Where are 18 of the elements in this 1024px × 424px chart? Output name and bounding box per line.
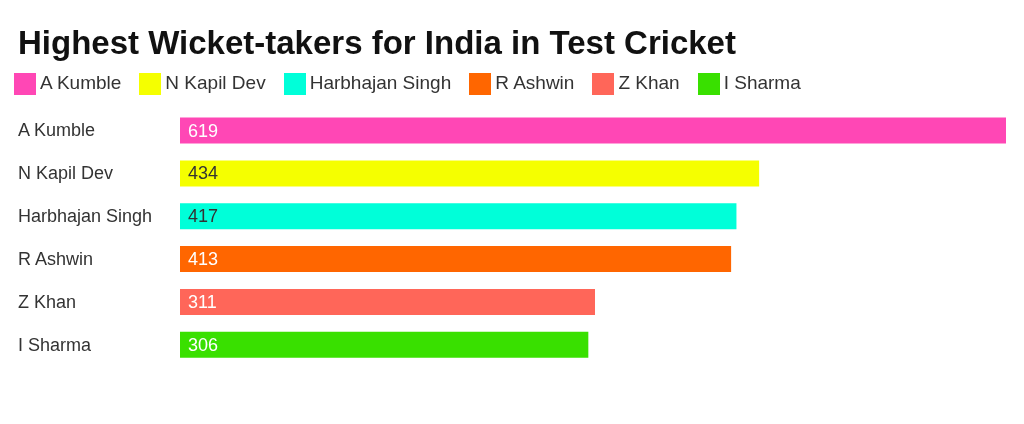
y-tick-label: I Sharma xyxy=(18,334,93,355)
data-label: 311 xyxy=(188,291,217,312)
legend-label: R Ashwin xyxy=(495,72,575,93)
y-tick-label: R Ashwin xyxy=(18,248,94,269)
legend-label: N Kapil Dev xyxy=(165,72,266,93)
legend-label: Z Khan xyxy=(618,72,680,93)
chart-title: Highest Wicket-takers for India in Test Cricket xyxy=(17,23,737,63)
data-label: 619 xyxy=(188,120,219,141)
y-tick-label: Z Khan xyxy=(18,291,77,312)
y-tick-label: Harbhajan Singh xyxy=(18,206,153,227)
legend-label: Harbhajan Singh xyxy=(309,72,452,93)
data-label: 413 xyxy=(188,249,219,270)
data-label: 417 xyxy=(188,206,219,227)
legend-label: I Sharma xyxy=(723,72,801,93)
data-label: 306 xyxy=(188,334,219,355)
y-tick-label: A Kumble xyxy=(18,120,96,141)
data-label: 434 xyxy=(188,163,219,184)
y-tick-label: N Kapil Dev xyxy=(18,163,114,184)
